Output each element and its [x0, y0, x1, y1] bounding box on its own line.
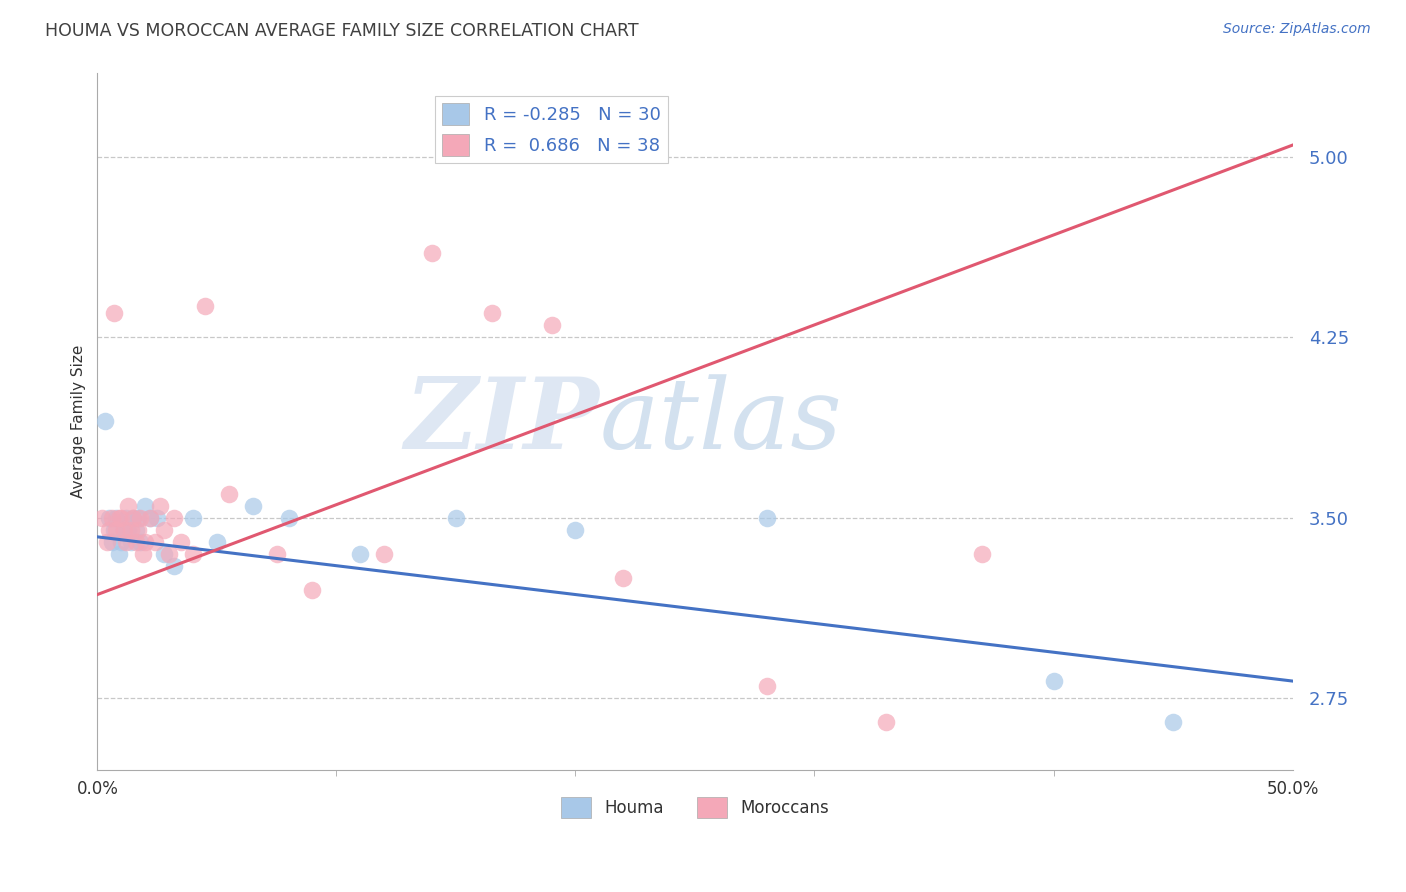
Point	[139, 510, 162, 524]
Point	[105, 510, 128, 524]
Point	[481, 306, 503, 320]
Point	[115, 534, 138, 549]
Point	[124, 534, 146, 549]
Point	[181, 547, 204, 561]
Point	[127, 523, 149, 537]
Point	[134, 534, 156, 549]
Point	[564, 523, 586, 537]
Point	[100, 510, 122, 524]
Point	[349, 547, 371, 561]
Point	[153, 547, 176, 561]
Point	[301, 582, 323, 597]
Point	[146, 510, 169, 524]
Point	[91, 510, 114, 524]
Point	[612, 571, 634, 585]
Point	[540, 318, 562, 333]
Point	[139, 510, 162, 524]
Point	[108, 547, 131, 561]
Point	[157, 547, 180, 561]
Point	[108, 510, 131, 524]
Text: ZIP: ZIP	[405, 373, 599, 470]
Point	[115, 510, 138, 524]
Point	[218, 486, 240, 500]
Legend: Houma, Moroccans: Houma, Moroccans	[554, 790, 835, 824]
Point	[122, 510, 145, 524]
Point	[112, 523, 135, 537]
Point	[1042, 674, 1064, 689]
Point	[124, 523, 146, 537]
Text: HOUMA VS MOROCCAN AVERAGE FAMILY SIZE CORRELATION CHART: HOUMA VS MOROCCAN AVERAGE FAMILY SIZE CO…	[45, 22, 638, 40]
Point	[127, 510, 149, 524]
Point	[112, 523, 135, 537]
Point	[120, 534, 142, 549]
Point	[103, 306, 125, 320]
Point	[163, 510, 186, 524]
Point	[129, 534, 152, 549]
Point	[134, 499, 156, 513]
Text: atlas: atlas	[599, 374, 842, 469]
Point	[163, 558, 186, 573]
Point	[132, 547, 155, 561]
Point	[117, 499, 139, 513]
Point	[120, 523, 142, 537]
Point	[420, 246, 443, 260]
Point	[444, 510, 467, 524]
Point	[98, 523, 121, 537]
Point	[122, 510, 145, 524]
Point	[1161, 714, 1184, 729]
Point	[755, 679, 778, 693]
Point	[194, 299, 217, 313]
Point	[98, 510, 121, 524]
Point	[129, 510, 152, 524]
Point	[96, 534, 118, 549]
Point	[875, 714, 897, 729]
Point	[755, 510, 778, 524]
Point	[153, 523, 176, 537]
Text: Source: ZipAtlas.com: Source: ZipAtlas.com	[1223, 22, 1371, 37]
Point	[170, 534, 193, 549]
Point	[110, 510, 132, 524]
Point	[266, 547, 288, 561]
Point	[373, 547, 395, 561]
Y-axis label: Average Family Size: Average Family Size	[72, 345, 86, 498]
Point	[181, 510, 204, 524]
Point	[205, 534, 228, 549]
Point	[970, 547, 993, 561]
Point	[93, 415, 115, 429]
Point	[117, 523, 139, 537]
Point	[100, 534, 122, 549]
Point	[105, 523, 128, 537]
Point	[148, 499, 170, 513]
Point	[277, 510, 299, 524]
Point	[242, 499, 264, 513]
Point	[103, 523, 125, 537]
Point	[110, 534, 132, 549]
Point	[143, 534, 166, 549]
